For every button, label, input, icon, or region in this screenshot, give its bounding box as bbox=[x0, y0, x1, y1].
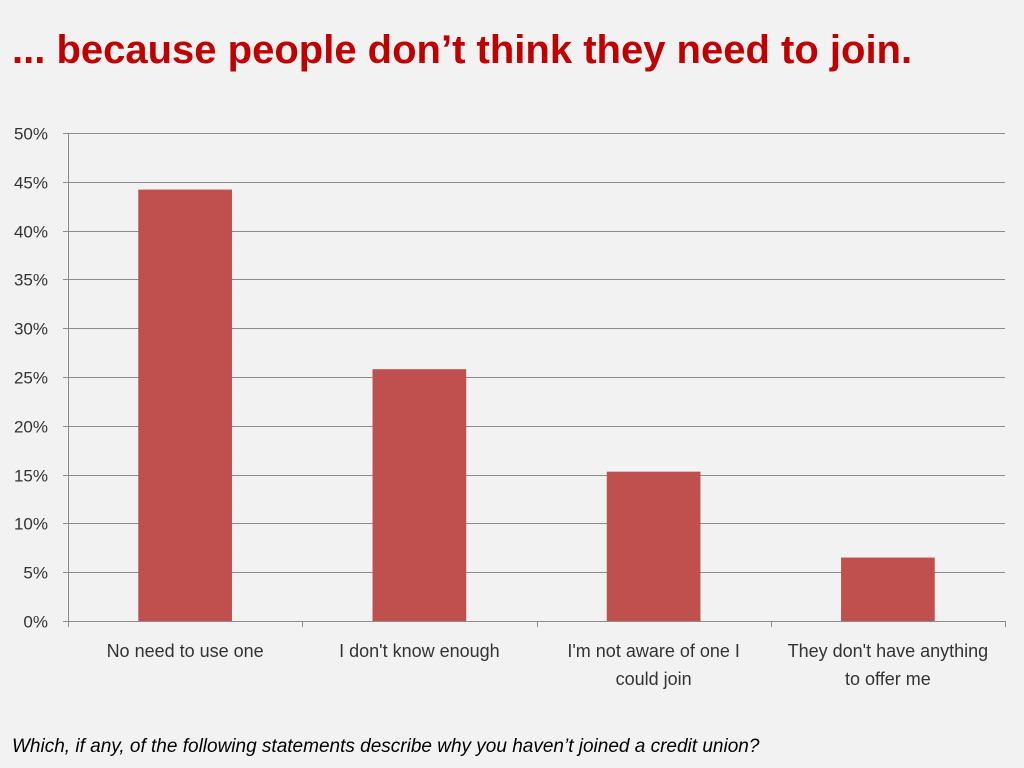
y-tick-label: 45% bbox=[14, 174, 48, 193]
x-tick-label: I don't know enough bbox=[339, 641, 500, 661]
y-tick-label: 40% bbox=[14, 223, 48, 242]
x-tick-label: No need to use one bbox=[107, 641, 264, 661]
bar bbox=[138, 189, 232, 621]
y-tick-label: 50% bbox=[14, 125, 48, 144]
x-tick-label: They don't have anything to offer me bbox=[788, 641, 989, 689]
y-tick-label: 5% bbox=[23, 564, 48, 583]
y-tick-label: 20% bbox=[14, 418, 48, 437]
y-tick-label: 0% bbox=[23, 613, 48, 632]
y-tick-label: 25% bbox=[14, 369, 48, 388]
y-tick-label: 15% bbox=[14, 467, 48, 486]
y-tick-label: 35% bbox=[14, 271, 48, 290]
survey-question-caption: Which, if any, of the following statemen… bbox=[12, 736, 760, 757]
bar bbox=[372, 369, 467, 621]
slide-title: ... because people don’t think they need… bbox=[12, 28, 913, 72]
y-tick-label: 30% bbox=[14, 320, 48, 339]
bar bbox=[841, 557, 935, 621]
y-tick-label: 10% bbox=[14, 515, 48, 534]
bar bbox=[606, 471, 701, 621]
